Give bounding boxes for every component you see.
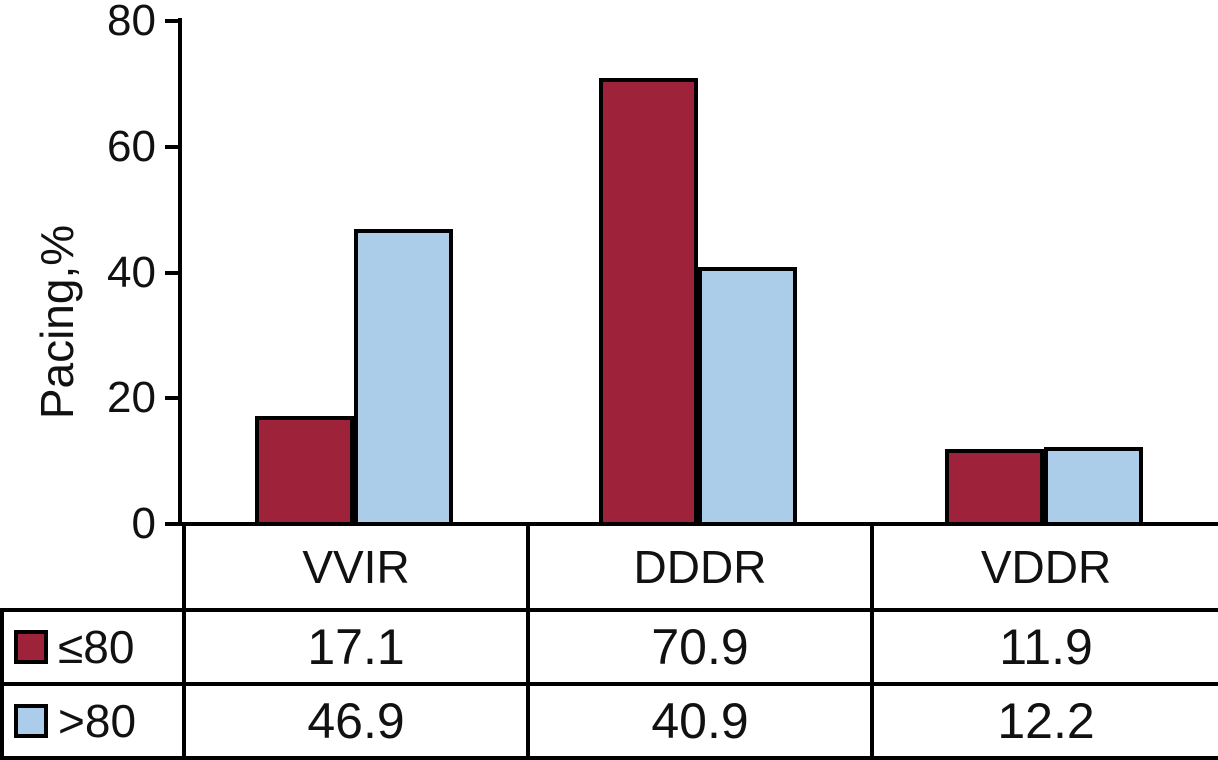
table-corner-cell (2, 524, 184, 610)
value-cell-gt80-vddr: 12.2 (870, 682, 1218, 760)
value-cell-le80-vddr: 11.9 (870, 608, 1218, 686)
y-tick-label-20: 20 (107, 373, 156, 423)
bar-gt80-dddr (698, 267, 797, 524)
legend-entry: ≤80 (4, 624, 182, 670)
y-tick-label-80: 80 (107, 0, 156, 45)
y-tick-mark-80 (165, 19, 182, 23)
y-tick-mark-40 (165, 270, 182, 275)
legend-cell-le80: ≤80 (0, 608, 186, 686)
table-row-le80: ≤80 17.1 70.9 11.9 (0, 608, 1218, 686)
category-header-vddr: VDDR (870, 522, 1218, 612)
bar-le80-vddr (945, 449, 1044, 524)
y-tick-label-0: 0 (131, 499, 156, 548)
table-header-row: VVIR DDDR VDDR (2, 522, 1218, 612)
legend-label-gt80: >80 (58, 695, 137, 747)
category-header-vvir: VVIR (182, 522, 530, 612)
bar-gt80-vddr (1044, 447, 1143, 524)
table-row-gt80: >80 46.9 40.9 12.2 (0, 682, 1218, 760)
legend-entry: >80 (4, 698, 182, 744)
legend-swatch-le80 (14, 630, 48, 664)
y-tick-mark-60 (165, 144, 182, 149)
value-cell-gt80-dddr: 40.9 (526, 682, 874, 760)
value-cell-gt80-vvir: 46.9 (182, 682, 530, 760)
y-tick-label-60: 60 (107, 121, 156, 171)
bar-gt80-vvir (354, 229, 453, 524)
category-header-dddr: DDDR (526, 522, 874, 612)
y-tick-label-40: 40 (107, 247, 156, 297)
legend-label-le80: ≤80 (58, 621, 135, 673)
legend-swatch-gt80 (14, 704, 48, 738)
y-tick-mark-0 (165, 522, 182, 526)
legend-cell-gt80: >80 (0, 682, 186, 760)
data-table: VVIR DDDR VDDR ≤80 17.1 70.9 11.9 >80 46.9 40.9 12… (0, 522, 1218, 760)
value-cell-le80-vvir: 17.1 (182, 608, 530, 686)
y-tick-mark-20 (165, 396, 182, 401)
value-cell-le80-dddr: 70.9 (526, 608, 874, 686)
bar-le80-vvir (255, 416, 354, 524)
bar-le80-dddr (599, 78, 698, 524)
